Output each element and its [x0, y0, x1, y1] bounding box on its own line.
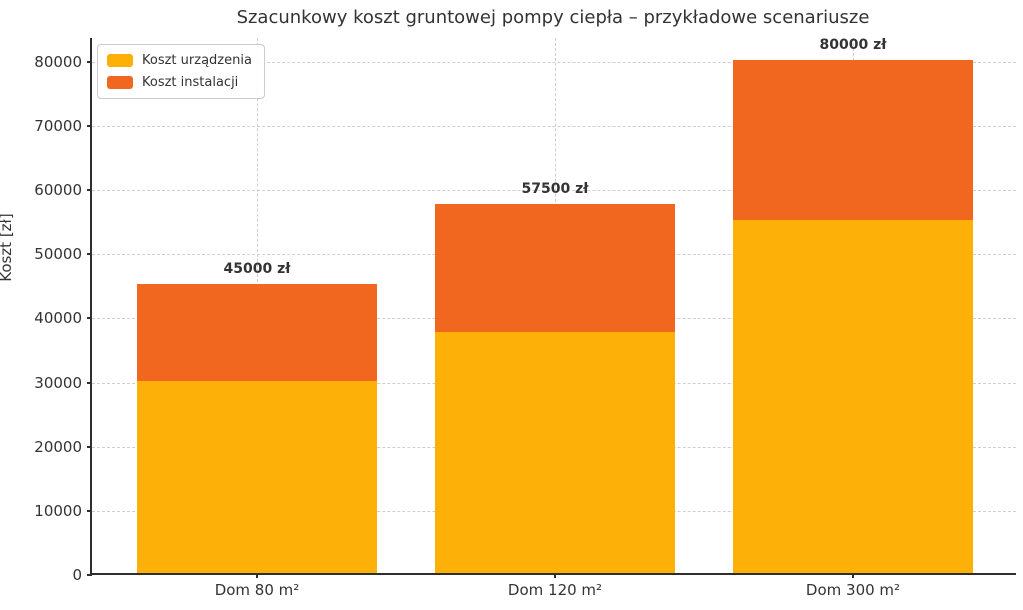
y-axis-label: Koszt [zł] — [0, 213, 15, 282]
legend-label: Koszt urządzenia — [142, 53, 252, 68]
bar-total-label: 57500 zł — [521, 181, 589, 198]
legend-label: Koszt instalacji — [142, 75, 239, 90]
legend-swatch-icon — [107, 54, 133, 67]
y-tick-label: 0 — [72, 566, 82, 584]
gridline-horizontal — [92, 190, 1016, 192]
chart-title: Szacunkowy koszt gruntowej pompy ciepła … — [236, 7, 870, 28]
bar-segment-instalacja — [137, 284, 377, 381]
gridline-horizontal — [92, 125, 1016, 127]
x-tick-label: Dom 80 m² — [214, 581, 300, 599]
y-tick-label: 20000 — [34, 437, 82, 456]
y-axis-tick — [87, 124, 92, 127]
bar-total-label: 80000 zł — [819, 36, 887, 53]
y-axis-tick — [87, 381, 92, 384]
y-axis-tick — [87, 60, 92, 63]
y-axis-tick — [87, 317, 92, 320]
x-axis-tick — [256, 573, 258, 578]
x-axis-tick — [852, 573, 854, 578]
y-axis-tick — [87, 189, 92, 192]
bar-total-label: 45000 zł — [223, 261, 291, 278]
legend-swatch-icon — [107, 76, 133, 89]
legend-entry: Koszt urządzenia — [107, 53, 252, 68]
bar-segment-urzadzenie — [733, 220, 973, 573]
y-tick-label: 30000 — [34, 373, 82, 392]
x-tick-label: Dom 120 m² — [507, 581, 603, 599]
plot-area: 0 10000 20000 30000 40000 50000 60000 70000 8000… — [34, 36, 1016, 599]
y-tick-label: 40000 — [34, 309, 82, 328]
y-tick-label: 60000 — [34, 181, 82, 200]
legend-entry: Koszt instalacji — [107, 75, 252, 90]
bar-segment-urzadzenie — [435, 332, 675, 573]
y-axis-tick — [87, 445, 92, 448]
x-tick-label: Dom 300 m² — [805, 581, 901, 599]
bar-segment-instalacja — [435, 204, 675, 333]
x-axis-tick — [554, 573, 556, 578]
legend: Koszt urządzenia Koszt instalacji — [97, 44, 265, 99]
y-axis-tick — [87, 574, 92, 576]
y-axis-tick — [87, 509, 92, 512]
y-tick-label: 70000 — [34, 116, 82, 135]
y-tick-label: 10000 — [34, 501, 82, 520]
y-axis-tick — [87, 253, 92, 256]
bar-segment-instalacja — [733, 59, 973, 221]
y-tick-label: 50000 — [34, 245, 82, 264]
bar-segment-urzadzenie — [137, 380, 377, 573]
y-tick-label: 80000 — [34, 52, 82, 71]
gridline-horizontal — [92, 61, 1016, 63]
